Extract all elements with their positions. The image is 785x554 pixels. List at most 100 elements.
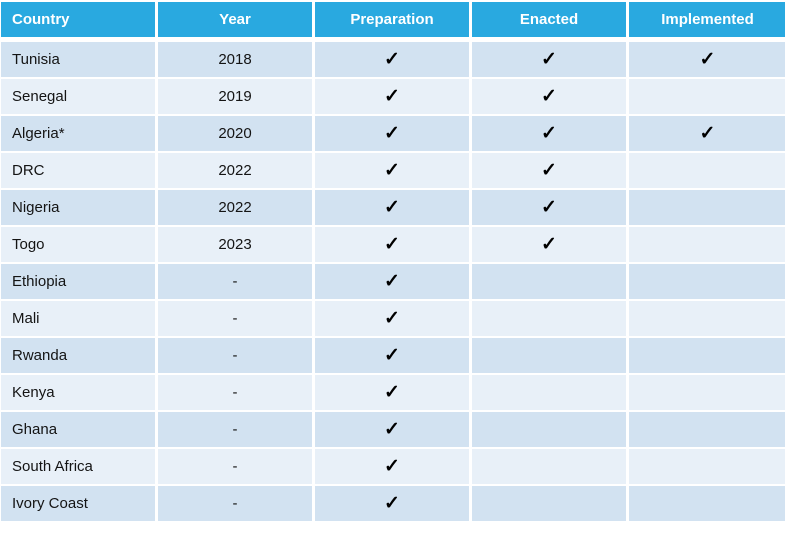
- enacted-cell: ✓: [472, 190, 629, 227]
- year-cell: -: [158, 338, 315, 375]
- header-row: Country Year Preparation Enacted Impleme…: [1, 2, 785, 42]
- table-row: Ghana - ✓: [1, 412, 785, 449]
- table-row: Algeria* 2020 ✓ ✓ ✓: [1, 116, 785, 153]
- preparation-cell: ✓: [315, 116, 472, 153]
- year-cell: 2018: [158, 42, 315, 79]
- year-cell: 2023: [158, 227, 315, 264]
- implemented-cell: [629, 190, 785, 227]
- country-status-table: Country Year Preparation Enacted Impleme…: [1, 2, 785, 523]
- country-cell: Tunisia: [1, 42, 158, 79]
- year-cell: 2020: [158, 116, 315, 153]
- preparation-cell: ✓: [315, 449, 472, 486]
- checkmark-icon: ✓: [384, 419, 400, 440]
- implemented-cell: [629, 227, 785, 264]
- checkmark-icon: ✓: [541, 123, 557, 144]
- enacted-cell: [472, 486, 629, 523]
- enacted-cell: [472, 301, 629, 338]
- checkmark-icon: ✓: [384, 308, 400, 329]
- preparation-cell: ✓: [315, 486, 472, 523]
- checkmark-icon: ✓: [541, 234, 557, 255]
- country-cell: DRC: [1, 153, 158, 190]
- checkmark-icon: ✓: [541, 160, 557, 181]
- table-row: Rwanda - ✓: [1, 338, 785, 375]
- preparation-cell: ✓: [315, 42, 472, 79]
- year-cell: 2022: [158, 190, 315, 227]
- year-cell: -: [158, 375, 315, 412]
- column-header-year: Year: [158, 2, 315, 42]
- column-header-implemented: Implemented: [629, 2, 785, 42]
- country-cell: Mali: [1, 301, 158, 338]
- preparation-cell: ✓: [315, 153, 472, 190]
- enacted-cell: [472, 449, 629, 486]
- implemented-cell: [629, 486, 785, 523]
- checkmark-icon: ✓: [699, 49, 716, 70]
- column-header-enacted: Enacted: [472, 2, 629, 42]
- country-cell: Rwanda: [1, 338, 158, 375]
- table-row: Tunisia 2018 ✓ ✓ ✓: [1, 42, 785, 79]
- checkmark-icon: ✓: [384, 271, 400, 292]
- table-body: Tunisia 2018 ✓ ✓ ✓ Senegal 2019 ✓ ✓ Algeria* 2020 ✓…: [1, 42, 785, 523]
- table-header: Country Year Preparation Enacted Impleme…: [1, 2, 785, 42]
- country-cell: Algeria*: [1, 116, 158, 153]
- checkmark-icon: ✓: [384, 49, 400, 70]
- preparation-cell: ✓: [315, 375, 472, 412]
- year-cell: 2022: [158, 153, 315, 190]
- preparation-cell: ✓: [315, 338, 472, 375]
- implemented-cell: [629, 338, 785, 375]
- table-row: South Africa - ✓: [1, 449, 785, 486]
- enacted-cell: [472, 264, 629, 301]
- country-cell: Senegal: [1, 79, 158, 116]
- checkmark-icon: ✓: [384, 160, 400, 181]
- table-row: Togo 2023 ✓ ✓: [1, 227, 785, 264]
- country-cell: Ivory Coast: [1, 486, 158, 523]
- table-row: DRC 2022 ✓ ✓: [1, 153, 785, 190]
- table-row: Ivory Coast - ✓: [1, 486, 785, 523]
- enacted-cell: ✓: [472, 153, 629, 190]
- checkmark-icon: ✓: [541, 86, 557, 107]
- implemented-cell: [629, 264, 785, 301]
- implemented-cell: [629, 301, 785, 338]
- preparation-cell: ✓: [315, 412, 472, 449]
- enacted-cell: ✓: [472, 42, 629, 79]
- enacted-cell: [472, 338, 629, 375]
- country-cell: Ghana: [1, 412, 158, 449]
- column-header-preparation: Preparation: [315, 2, 472, 42]
- year-cell: -: [158, 486, 315, 523]
- table-row: Mali - ✓: [1, 301, 785, 338]
- year-cell: 2019: [158, 79, 315, 116]
- implemented-cell: ✓: [629, 116, 785, 153]
- checkmark-icon: ✓: [384, 234, 400, 255]
- checkmark-icon: ✓: [384, 456, 400, 477]
- checkmark-icon: ✓: [384, 197, 400, 218]
- country-cell: Togo: [1, 227, 158, 264]
- implemented-cell: [629, 375, 785, 412]
- year-cell: -: [158, 301, 315, 338]
- preparation-cell: ✓: [315, 227, 472, 264]
- implemented-cell: [629, 79, 785, 116]
- year-cell: -: [158, 412, 315, 449]
- preparation-cell: ✓: [315, 190, 472, 227]
- checkmark-icon: ✓: [541, 49, 557, 70]
- checkmark-icon: ✓: [541, 197, 557, 218]
- year-cell: -: [158, 264, 315, 301]
- country-cell: Nigeria: [1, 190, 158, 227]
- enacted-cell: ✓: [472, 116, 629, 153]
- country-cell: South Africa: [1, 449, 158, 486]
- checkmark-icon: ✓: [384, 493, 400, 514]
- checkmark-icon: ✓: [384, 345, 400, 366]
- table-row: Ethiopia - ✓: [1, 264, 785, 301]
- table-row: Senegal 2019 ✓ ✓: [1, 79, 785, 116]
- checkmark-icon: ✓: [699, 123, 716, 144]
- checkmark-icon: ✓: [384, 382, 400, 403]
- implemented-cell: [629, 449, 785, 486]
- preparation-cell: ✓: [315, 301, 472, 338]
- country-cell: Kenya: [1, 375, 158, 412]
- checkmark-icon: ✓: [384, 86, 400, 107]
- column-header-country: Country: [1, 2, 158, 42]
- checkmark-icon: ✓: [384, 123, 400, 144]
- year-cell: -: [158, 449, 315, 486]
- table-row: Nigeria 2022 ✓ ✓: [1, 190, 785, 227]
- implemented-cell: ✓: [629, 42, 785, 79]
- preparation-cell: ✓: [315, 79, 472, 116]
